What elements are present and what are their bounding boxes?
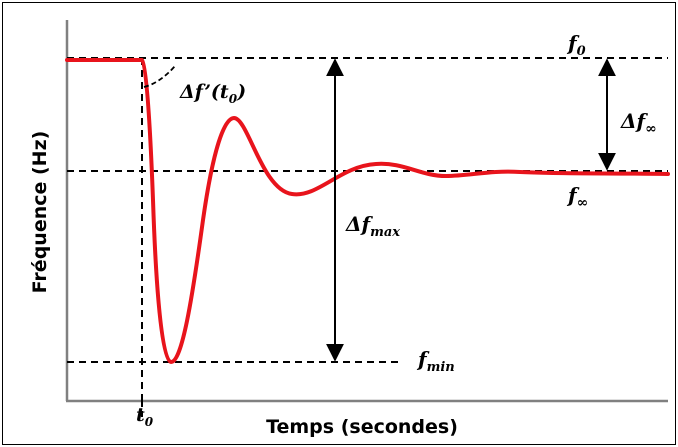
fmin-label: fmin (416, 347, 455, 375)
delta-fmax-label: Δfmax (345, 212, 400, 240)
frequency-response-curve (65, 58, 670, 364)
finf-label: f∞ (566, 183, 588, 211)
rocof-label: Δf’(t0) (179, 81, 246, 106)
x-axis-label: Temps (secondes) (266, 416, 458, 438)
f0-label: f0 (566, 31, 586, 59)
delta-finf-label: Δf∞ (620, 109, 657, 137)
t0-label: t0 (136, 404, 154, 429)
rocof-tangent (143, 65, 176, 88)
y-axis-label: Fréquence (Hz) (29, 131, 51, 294)
